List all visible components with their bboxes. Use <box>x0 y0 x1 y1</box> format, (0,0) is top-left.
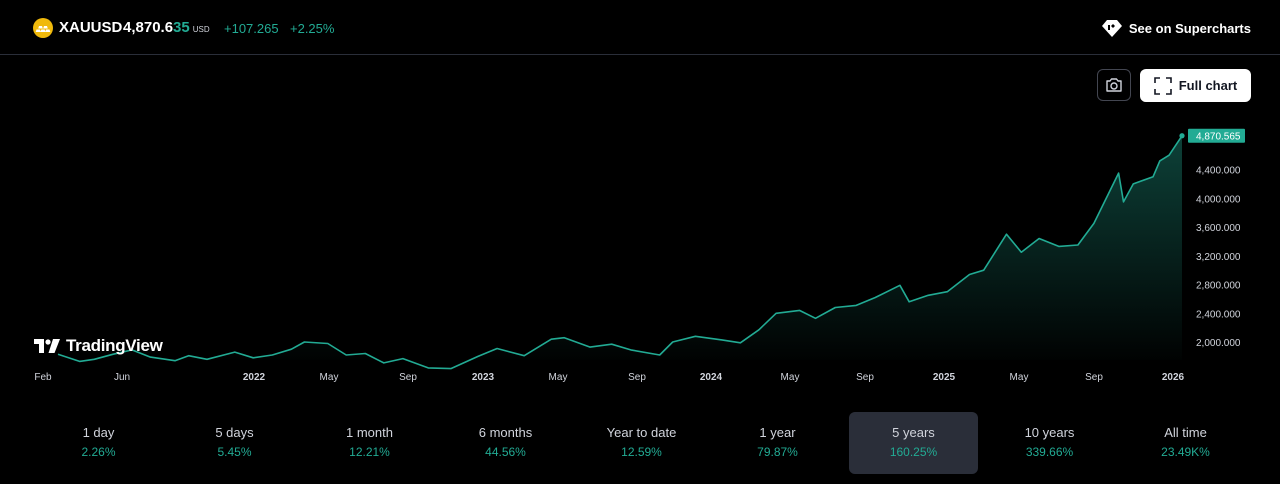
period-return: 79.87% <box>757 445 798 459</box>
last-price: 4,870.635 USD <box>123 19 210 36</box>
x-tick-label: Sep <box>628 372 646 383</box>
supercharts-icon <box>1101 20 1122 37</box>
period-label: 5 days <box>215 425 254 440</box>
x-tick-label: May <box>320 372 339 383</box>
supercharts-label: See on Supercharts <box>1128 20 1251 36</box>
y-tick-label: 3,200.000 <box>1196 252 1241 263</box>
x-tick-label: 2024 <box>700 372 723 383</box>
y-tick-label: 4,400.000 <box>1196 166 1241 177</box>
period-label: All time <box>1164 425 1207 440</box>
x-tick-label: May <box>1010 372 1029 383</box>
y-tick-label: 2,400.000 <box>1196 309 1241 320</box>
period-label: 1 day <box>82 425 115 440</box>
period-label: Year to date <box>606 425 677 440</box>
price-chart[interactable]: 4,400.000 4,000.000 3,600.000 3,200.000 2,80… <box>0 110 1280 390</box>
period-label: 10 years <box>1024 425 1075 440</box>
x-tick-label: May <box>781 372 800 383</box>
price-main: 4,870.6 <box>123 19 174 36</box>
price-last-digits: 35 <box>173 19 190 36</box>
period-tab[interactable]: 6 months 44.56% <box>441 412 570 474</box>
see-on-supercharts-link[interactable]: See on Supercharts <box>1101 17 1251 39</box>
period-tab[interactable]: 5 days 5.45% <box>170 412 299 474</box>
x-tick-label: Sep <box>399 372 417 383</box>
x-tick-label: 2026 <box>1162 372 1185 383</box>
full-chart-button[interactable]: Full chart <box>1140 69 1251 102</box>
period-tab[interactable]: 5 years 160.25% <box>849 412 978 474</box>
period-tab[interactable]: Year to date 12.59% <box>577 412 706 474</box>
x-tick-label: 2023 <box>472 372 495 383</box>
tradingview-logo-text: TradingView <box>66 336 163 355</box>
header-bar: XAUUSD 4,870.635 USD +107.265 +2.25% See … <box>0 0 1280 55</box>
period-label: 6 months <box>478 425 533 440</box>
period-return: 12.59% <box>621 445 662 459</box>
tradingview-logo[interactable]: TradingView <box>34 336 163 356</box>
period-return: 5.45% <box>217 445 252 459</box>
y-tick-label: 4,000.000 <box>1196 194 1241 205</box>
x-tick-label: May <box>549 372 568 383</box>
period-tab[interactable]: 1 year 79.87% <box>713 412 842 474</box>
period-tab[interactable]: All time 23.49K% <box>1121 412 1250 474</box>
x-tick-label: 2025 <box>933 372 956 383</box>
symbol-name[interactable]: XAUUSD <box>59 19 123 36</box>
currency-label: USD <box>192 25 210 34</box>
period-return: 2.26% <box>81 445 116 459</box>
period-tab[interactable]: 1 day 2.26% <box>34 412 163 474</box>
price-change: +107.265 <box>224 21 279 36</box>
snapshot-button[interactable] <box>1097 69 1131 101</box>
fullscreen-icon <box>1153 76 1172 95</box>
period-tab[interactable]: 10 years 339.66% <box>985 412 1114 474</box>
period-return: 339.66% <box>1025 445 1074 459</box>
period-return: 12.21% <box>349 445 390 459</box>
x-tick-label: Feb <box>34 372 52 383</box>
y-tick-label: 2,000.000 <box>1196 338 1241 349</box>
y-tick-label: 2,800.000 <box>1196 281 1241 292</box>
period-label: 5 years <box>892 425 935 440</box>
gold-bars-icon <box>33 18 53 38</box>
camera-icon <box>1106 78 1122 92</box>
full-chart-label: Full chart <box>1178 78 1238 93</box>
x-tick-label: Jun <box>114 372 130 383</box>
x-tick-label: Sep <box>856 372 874 383</box>
tradingview-logo-icon <box>34 339 60 353</box>
period-return: 44.56% <box>485 445 526 459</box>
last-value-badge <box>1188 128 1245 143</box>
period-tab[interactable]: 1 month 12.21% <box>305 412 434 474</box>
price-area-fill <box>58 135 1182 369</box>
y-tick-label: 3,600.000 <box>1196 223 1241 234</box>
last-price-dot <box>1179 133 1185 139</box>
period-return: 160.25% <box>889 445 938 459</box>
x-tick-label: 2022 <box>243 372 266 383</box>
period-return: 23.49K% <box>1161 445 1210 459</box>
price-change-percent: +2.25% <box>290 21 335 36</box>
price-line <box>57 135 1183 370</box>
x-tick-label: Sep <box>1085 372 1103 383</box>
period-selector: 1 day 2.26% 5 days 5.45% 1 month 12.21% 6 mont… <box>30 412 1255 474</box>
period-label: 1 month <box>346 425 393 440</box>
last-value-label: 4,870.565 <box>1196 132 1241 143</box>
period-label: 1 year <box>759 425 796 440</box>
